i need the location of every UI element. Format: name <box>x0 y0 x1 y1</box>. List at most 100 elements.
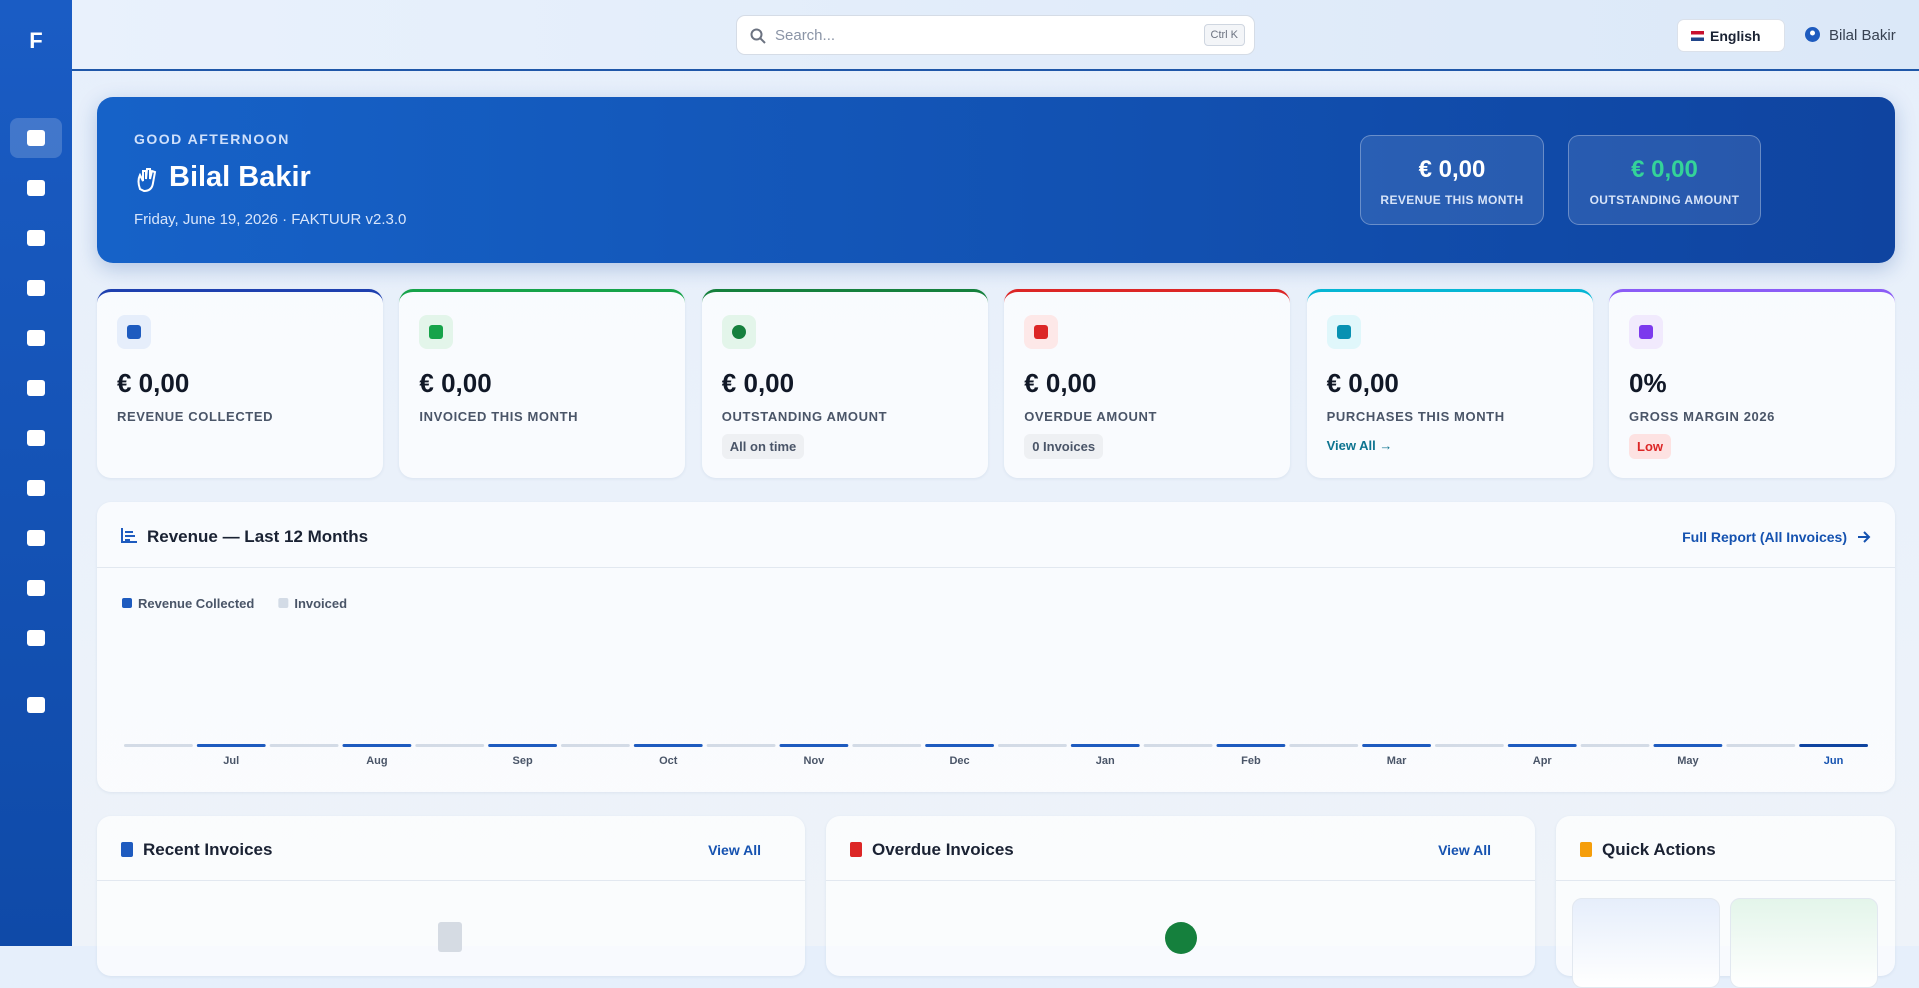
user-name[interactable]: Bilal Bakir <box>1829 27 1896 44</box>
search-box[interactable]: Search... Ctrl K <box>736 15 1255 55</box>
card-icon <box>1326 315 1361 349</box>
nav-icon <box>27 697 45 713</box>
card-link[interactable]: View All → <box>1326 438 1393 453</box>
nav-item[interactable] <box>10 218 62 258</box>
hero-stat-value: € 0,00 <box>1418 156 1486 183</box>
bar-cap <box>779 744 849 747</box>
card-label: INVOICED THIS MONTH <box>419 409 579 424</box>
stat-card: 0% GROSS MARGIN 2026 Low <box>1609 289 1895 478</box>
card-value: € 0,00 <box>117 368 190 398</box>
bar-cap <box>196 744 266 747</box>
topbar: Search... Ctrl K English Bilal Bakir <box>72 0 1919 71</box>
hero-name: Bilal Bakir <box>169 161 311 193</box>
nav-item[interactable] <box>10 268 62 308</box>
hero-stat-value: € 0,00 <box>1631 156 1698 183</box>
x-tick-label: Oct <box>659 755 678 767</box>
hero-stat-label: REVENUE THIS MONTH <box>1380 193 1524 207</box>
bar-cap <box>1143 744 1213 747</box>
nav-icon <box>27 180 45 196</box>
brand[interactable]: F <box>29 28 43 53</box>
panel-divider <box>1556 880 1895 881</box>
nav-item[interactable] <box>10 468 62 508</box>
panel: Recent Invoices View All <box>97 816 805 976</box>
x-tick-label: Jun <box>1824 755 1844 767</box>
nav-item[interactable] <box>10 118 62 158</box>
ok-icon <box>1165 922 1197 954</box>
card-badge: All on time <box>721 434 805 459</box>
language-select[interactable]: English <box>1677 19 1785 52</box>
stat-card: € 0,00 OUTSTANDING AMOUNT All on time <box>701 289 988 478</box>
stat-card: € 0,00 INVOICED THIS MONTH <box>399 289 686 478</box>
bar-cap <box>415 744 485 747</box>
bar-cap <box>706 744 776 747</box>
report-link[interactable]: Full Report (All Invoices) <box>1682 529 1847 545</box>
panel: Overdue Invoices View All <box>826 816 1535 976</box>
nav-icon <box>27 230 45 246</box>
nav-icon <box>27 130 45 146</box>
hero: GOOD AFTERNOON Bilal Bakir Friday, June … <box>97 97 1895 263</box>
x-tick-label: Sep <box>512 755 532 767</box>
x-tick-label: Mar <box>1387 755 1407 767</box>
panel-link[interactable]: View All <box>708 842 761 858</box>
bar-cap <box>561 744 630 747</box>
card-value: € 0,00 <box>721 368 795 398</box>
nav-icon <box>27 430 45 446</box>
x-tick-label: May <box>1677 755 1699 767</box>
user-icon <box>1805 27 1820 42</box>
quick-action[interactable] <box>1572 898 1720 988</box>
card-icon <box>721 315 756 349</box>
bar-cap <box>269 744 339 747</box>
hero-stat: € 0,00 OUTSTANDING AMOUNT <box>1568 135 1761 225</box>
icon-glyph <box>1639 325 1653 339</box>
hero-stat: € 0,00 REVENUE THIS MONTH <box>1360 135 1544 225</box>
panel-divider <box>97 880 805 881</box>
nav-item[interactable] <box>10 618 62 658</box>
icon-glyph <box>429 325 444 339</box>
panel: Quick Actions <box>1556 816 1895 988</box>
card-value: € 0,00 <box>1326 368 1399 398</box>
card-icon <box>419 315 454 349</box>
x-tick-label: Jul <box>223 755 239 767</box>
panel-icon <box>850 842 862 857</box>
nav-item[interactable] <box>10 368 62 408</box>
panel-icon <box>1580 842 1592 857</box>
legend-label: Invoiced <box>294 596 347 611</box>
bar-cap <box>488 744 557 747</box>
nav-item[interactable] <box>10 318 62 358</box>
card-icon <box>1629 315 1663 349</box>
icon-glyph <box>1034 325 1049 339</box>
nav-icon <box>27 330 45 346</box>
x-tick-label: Dec <box>949 755 969 767</box>
language: English <box>1710 28 1761 44</box>
panel-title: Recent Invoices <box>143 840 273 859</box>
quick-action[interactable] <box>1730 898 1878 988</box>
nav-item[interactable] <box>10 685 62 725</box>
card-icon <box>117 315 151 349</box>
x-tick-label: Nov <box>804 755 826 767</box>
card-value: € 0,00 <box>419 368 492 398</box>
nav-item[interactable] <box>10 518 62 558</box>
panel-divider <box>826 880 1535 881</box>
sidebar: F <box>0 0 72 946</box>
bar-cap <box>852 744 922 747</box>
bar-cap <box>1289 744 1359 747</box>
nav-item[interactable] <box>10 568 62 608</box>
panel-title: Quick Actions <box>1602 840 1716 859</box>
stat-card: € 0,00 REVENUE COLLECTED <box>97 289 383 478</box>
nav-item[interactable] <box>10 168 62 208</box>
nav-item[interactable] <box>10 418 62 458</box>
card-label: PURCHASES THIS MONTH <box>1326 409 1505 424</box>
bar-cap <box>1216 744 1286 747</box>
greeting: GOOD AFTERNOON <box>134 131 290 147</box>
panel-link[interactable]: View All <box>1438 842 1491 858</box>
nav-icon <box>27 530 45 546</box>
panel-title: Overdue Invoices <box>872 840 1014 859</box>
chart-title: Revenue — Last 12 Months <box>147 527 369 546</box>
nav-icon <box>27 580 45 596</box>
bar-cap <box>1362 744 1431 747</box>
card-label: REVENUE COLLECTED <box>117 409 274 424</box>
bar-cap <box>1070 744 1140 747</box>
bar-cap <box>998 744 1067 747</box>
arrow-icon <box>1858 531 1871 543</box>
